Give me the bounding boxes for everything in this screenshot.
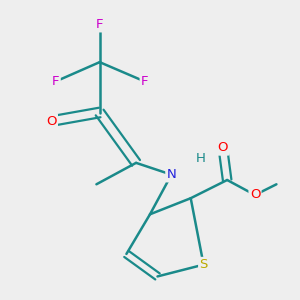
Text: F: F	[52, 75, 59, 88]
Text: N: N	[167, 168, 176, 181]
Text: F: F	[141, 75, 148, 88]
Text: O: O	[218, 141, 228, 154]
Text: O: O	[250, 188, 260, 202]
Text: H: H	[195, 152, 205, 165]
Text: O: O	[46, 115, 57, 128]
Text: F: F	[96, 18, 103, 31]
Text: S: S	[200, 258, 208, 271]
